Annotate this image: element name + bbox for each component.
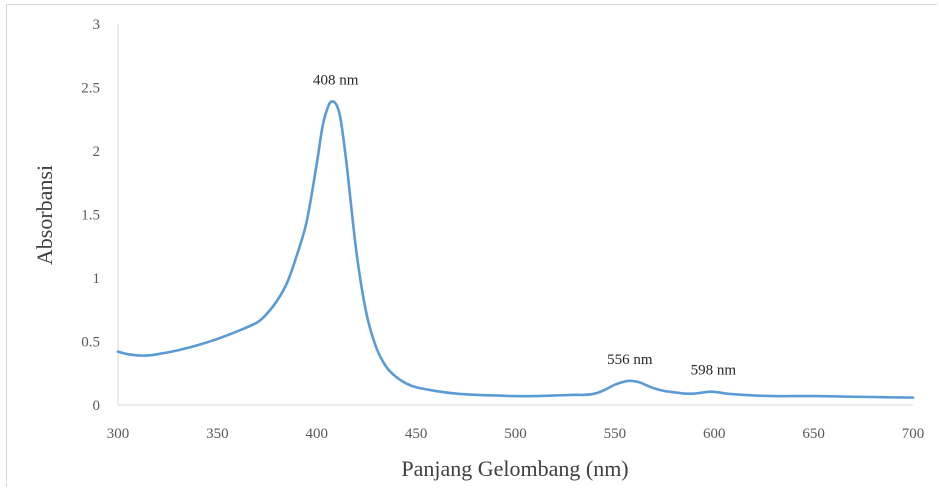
peak-annotations: 408 nm 556 nm 598 nm (313, 72, 736, 378)
x-tick-label: 650 (802, 426, 825, 442)
y-tick-label: 3 (93, 17, 101, 33)
peak-annotation-label: 556 nm (607, 352, 653, 368)
peak-annotation-label: 408 nm (313, 72, 359, 88)
x-tick-label: 300 (107, 426, 130, 442)
y-tick-label: 1.5 (81, 208, 100, 224)
absorbance-series-line (116, 100, 915, 399)
x-tick-label: 600 (703, 426, 726, 442)
x-tick-label: 700 (902, 426, 925, 442)
chart-frame (6, 4, 937, 487)
y-tick-label: 0.5 (81, 335, 100, 351)
x-tick-label: 400 (306, 426, 329, 442)
x-axis-title: Panjang Gelombang (nm) (401, 456, 628, 481)
y-axis: 0 0.5 1 1.5 2 2.5 3 (81, 17, 119, 414)
y-tick-label: 0 (93, 398, 101, 414)
y-tick-label: 2 (93, 144, 101, 160)
y-tick-label: 1 (93, 271, 101, 287)
peak-annotation-label: 598 nm (691, 363, 737, 379)
x-axis: 300 350 400 450 500 550 600 650 700 (107, 404, 925, 442)
x-tick-label: 450 (405, 426, 428, 442)
plot-area (116, 100, 915, 399)
x-tick-label: 550 (604, 426, 627, 442)
y-axis-title: Absorbansi (32, 165, 57, 265)
x-tick-label: 350 (206, 426, 229, 442)
y-tick-label: 2.5 (81, 81, 100, 97)
x-tick-label: 500 (504, 426, 527, 442)
